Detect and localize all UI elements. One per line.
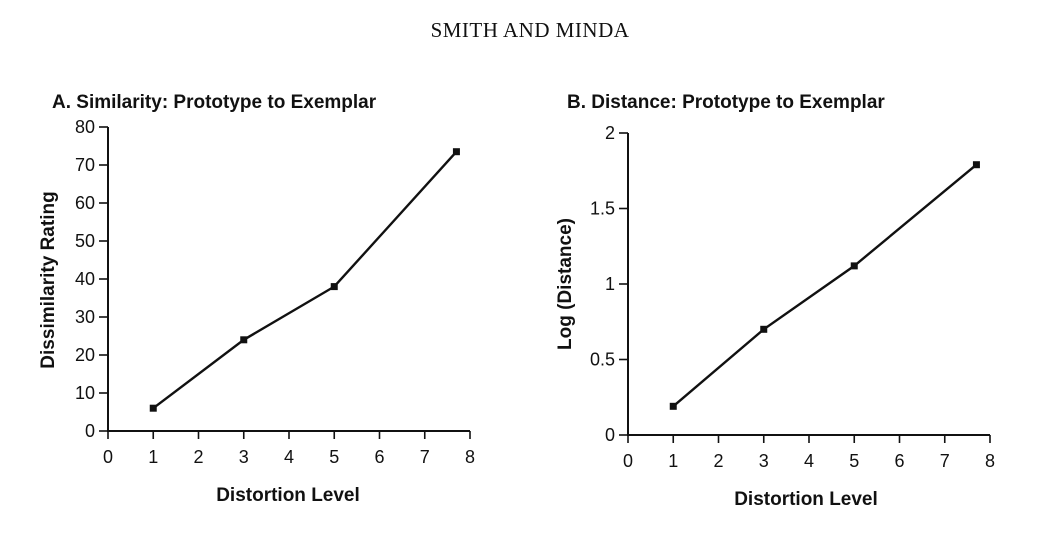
x-tick-label: 4 bbox=[284, 447, 294, 467]
data-point bbox=[669, 402, 677, 410]
x-tick-label: 6 bbox=[374, 447, 384, 467]
series-line bbox=[672, 163, 978, 408]
y-axis-label: Log (Distance) bbox=[555, 218, 576, 350]
x-tick-label: 4 bbox=[804, 451, 814, 471]
series bbox=[149, 148, 460, 412]
chart-title: B. Distance: Prototype to Exemplar bbox=[567, 92, 885, 113]
running-head: SMITH AND MINDA bbox=[430, 18, 630, 42]
data-point bbox=[452, 148, 460, 156]
y-tick-label: 30 bbox=[75, 307, 95, 327]
y-tick-label: 40 bbox=[75, 269, 95, 289]
series-line bbox=[152, 150, 458, 410]
y-tick-label: 50 bbox=[75, 231, 95, 251]
x-tick-label: 6 bbox=[894, 451, 904, 471]
data-point bbox=[149, 404, 157, 412]
data-point bbox=[850, 262, 858, 270]
x-axis-label: Distortion Level bbox=[734, 489, 878, 510]
y-tick-label: 0.5 bbox=[590, 350, 615, 370]
y-tick-label: 1 bbox=[605, 274, 615, 294]
data-point bbox=[760, 325, 768, 333]
series bbox=[669, 161, 980, 410]
x-axis-label: Distortion Level bbox=[216, 485, 360, 506]
chart-panel-a: A. Similarity: Prototype to Exemplar 010… bbox=[38, 92, 475, 506]
x-tick-label: 7 bbox=[420, 447, 430, 467]
x-tick-label: 7 bbox=[940, 451, 950, 471]
y-tick-label: 60 bbox=[75, 193, 95, 213]
x-tick-label: 3 bbox=[239, 447, 249, 467]
y-tick-label: 0 bbox=[605, 425, 615, 445]
y-tick-label: 70 bbox=[75, 155, 95, 175]
x-tick-label: 3 bbox=[759, 451, 769, 471]
y-tick-label: 2 bbox=[605, 123, 615, 143]
x-tick-label: 0 bbox=[623, 451, 633, 471]
data-point bbox=[972, 161, 980, 169]
x-tick-label: 5 bbox=[849, 451, 859, 471]
axes bbox=[107, 127, 470, 432]
y-tick-label: 10 bbox=[75, 383, 95, 403]
x-tick-label: 2 bbox=[713, 451, 723, 471]
x-tick-label: 1 bbox=[148, 447, 158, 467]
y-tick-label: 1.5 bbox=[590, 199, 615, 219]
x-tick-label: 8 bbox=[465, 447, 475, 467]
y-tick-label: 80 bbox=[75, 117, 95, 137]
axes bbox=[627, 133, 990, 436]
x-tick-label: 1 bbox=[668, 451, 678, 471]
y-axis-label: Dissimilarity Rating bbox=[38, 191, 59, 368]
data-point bbox=[240, 336, 248, 344]
x-tick-label: 5 bbox=[329, 447, 339, 467]
x-tick-label: 2 bbox=[193, 447, 203, 467]
data-point bbox=[330, 283, 338, 291]
y-tick-label: 20 bbox=[75, 345, 95, 365]
ticks: 0 0.5 1 1.5 2 0 1 2 3 4 5 6 7 8 bbox=[590, 123, 995, 471]
chart-title: A. Similarity: Prototype to Exemplar bbox=[52, 92, 377, 113]
ticks: 0 10 20 30 40 50 60 70 80 0 1 2 3 4 5 6 7 8 bbox=[75, 117, 475, 467]
chart-panel-b: B. Distance: Prototype to Exemplar 0 0.5 1… bbox=[555, 92, 995, 510]
y-tick-label: 0 bbox=[85, 421, 95, 441]
x-tick-label: 0 bbox=[103, 447, 113, 467]
x-tick-label: 8 bbox=[985, 451, 995, 471]
